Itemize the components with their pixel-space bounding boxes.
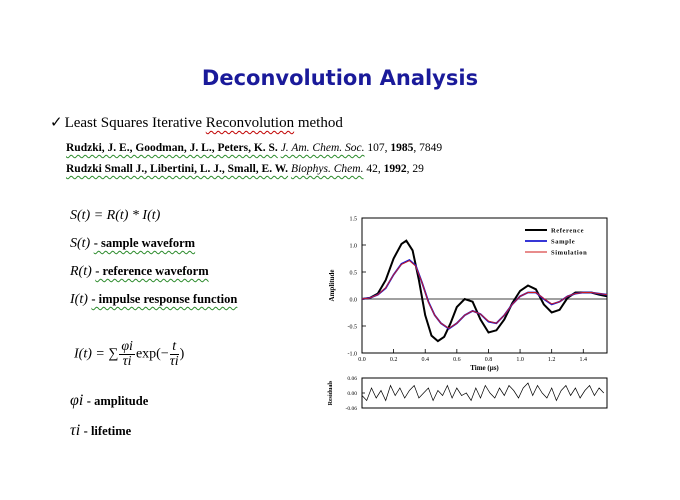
time-fraction: t τi — [169, 340, 179, 369]
plot-frame — [361, 377, 608, 409]
x-tick-label: 0.0 — [358, 357, 366, 363]
exp-function: exp(− — [135, 346, 169, 362]
y-tick-label: 1.5 — [350, 217, 358, 223]
y-tick-label: 0.0 — [350, 298, 358, 304]
y-tick-label: -1.0 — [348, 352, 358, 358]
reference-journal: Biophys. Chem. — [290, 163, 364, 175]
phi-symbol: φi — [70, 392, 84, 409]
plot-frame — [361, 217, 608, 354]
sum-lhs: I(t) = ∑ — [74, 346, 119, 362]
phi-i: φi — [119, 339, 135, 355]
amplitude-fraction: φi τi — [119, 340, 135, 369]
convolution-equation: S(t) = R(t) * I(t) — [70, 208, 161, 223]
checkmark-icon: ✓ — [50, 113, 63, 131]
i-description: - impulse response function — [91, 292, 238, 306]
r-description: - reference waveform — [95, 264, 209, 278]
method-bullet: ✓ Least Squares Iterative Reconvolution m… — [50, 113, 343, 132]
x-tick-label: 1.2 — [548, 357, 556, 363]
x-tick-label: 0.6 — [453, 357, 461, 363]
phi-definition: φi - amplitude — [70, 392, 148, 410]
reference-page: 7849 — [419, 142, 443, 154]
x-tick-label: 0.2 — [390, 357, 398, 363]
method-text: Least Squares Iterative Reconvolution me… — [64, 115, 343, 131]
x-tick-label: 0.4 — [421, 357, 429, 363]
tau-symbol: τi — [70, 422, 81, 439]
series-line-reference — [361, 239, 608, 343]
impulse-sum-equation: I(t) = ∑ φi τi exp(− t τi) — [74, 340, 184, 369]
r-symbol: R(t) — [70, 264, 92, 279]
legend-label: Sample — [551, 239, 575, 246]
x-axis-label: Time (μs) — [470, 364, 499, 372]
i-symbol: I(t) — [70, 292, 88, 307]
reference-volume: 107 — [367, 142, 385, 154]
y-tick-label: 0.5 — [350, 271, 358, 277]
x-tick-label: 1.0 — [516, 357, 524, 363]
page-title: Deconvolution Analysis — [201, 66, 479, 90]
impulse-definition: I(t) - impulse response function — [70, 292, 237, 308]
reference-2: Rudzki Small J., Libertini, L. J., Small… — [66, 163, 424, 175]
y-tick-label: 1.0 — [350, 244, 358, 250]
y-tick-label: 0.00 — [347, 391, 357, 397]
reference-year: 1985 — [390, 142, 414, 154]
reference-volume: 42 — [366, 163, 378, 175]
tau-i: τi — [122, 354, 132, 369]
reference-authors: Rudzki, J. E., Goodman, J. L., Peters, K… — [66, 142, 278, 154]
reference-year: 1992 — [383, 163, 407, 175]
legend-label: Simulation — [551, 250, 587, 257]
reference-definition: R(t) - reference waveform — [70, 264, 209, 280]
s-description: - sample waveform — [93, 236, 196, 250]
x-tick-label: 0.8 — [485, 357, 493, 363]
residual-line — [361, 382, 605, 402]
residuals-chart: 0.06 0.00 -0.06 Residuals — [328, 376, 608, 412]
t-variable: t — [169, 340, 179, 355]
y-tick-label: -0.5 — [348, 325, 358, 331]
legend-label: Reference — [551, 228, 584, 235]
y-axis-label: Residuals — [328, 380, 334, 405]
waveform-chart: 1.51.00.50.0-0.5-1.00.0 0.2 0.4 0.6 0.8 1.0 1.… — [328, 217, 608, 372]
reference-1: Rudzki, J. E., Goodman, J. L., Peters, K… — [66, 142, 443, 154]
y-axis-label: Amplitude — [328, 270, 336, 302]
x-tick-label: 1.4 — [580, 357, 588, 363]
reference-journal: J. Am. Chem. Soc. — [280, 142, 365, 154]
misspelled-word: Reconvolution — [205, 115, 295, 131]
y-tick-label: 0.06 — [347, 376, 357, 382]
series-line-sample — [361, 259, 608, 330]
y-tick-label: -0.06 — [346, 406, 358, 412]
reference-authors: Rudzki Small J., Libertini, L. J., Small… — [66, 163, 289, 175]
series-line-simulation — [361, 260, 608, 329]
tau-i: τi — [169, 354, 179, 369]
reference-page: 29 — [412, 163, 424, 175]
s-symbol: S(t) — [70, 236, 91, 251]
tau-description: - lifetime — [83, 424, 132, 438]
sample-definition: S(t) - sample waveform — [70, 236, 195, 252]
close-paren: ) — [179, 346, 185, 362]
tau-definition: τi - lifetime — [70, 422, 131, 440]
phi-description: - amplitude — [86, 394, 149, 408]
